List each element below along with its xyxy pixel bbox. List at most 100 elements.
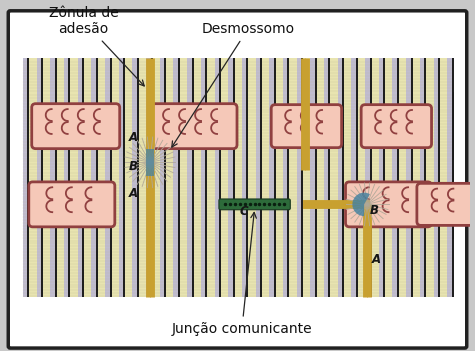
Bar bbox=[105, 58, 111, 297]
Bar bbox=[242, 58, 247, 297]
Bar bbox=[119, 58, 124, 297]
Bar bbox=[160, 58, 165, 297]
Text: A: A bbox=[129, 186, 138, 199]
Text: C: C bbox=[240, 205, 248, 218]
FancyBboxPatch shape bbox=[149, 104, 237, 148]
Bar bbox=[23, 58, 453, 297]
Bar bbox=[434, 170, 439, 239]
Text: Junção comunicante: Junção comunicante bbox=[171, 212, 312, 336]
Bar bbox=[420, 58, 425, 297]
Bar bbox=[23, 92, 453, 160]
Bar bbox=[146, 92, 152, 160]
Bar bbox=[119, 92, 124, 160]
Bar bbox=[406, 58, 412, 297]
FancyBboxPatch shape bbox=[219, 199, 290, 210]
Bar bbox=[187, 170, 193, 239]
Bar bbox=[420, 92, 425, 160]
Bar bbox=[324, 92, 330, 160]
Bar bbox=[310, 170, 316, 239]
Text: A: A bbox=[129, 131, 138, 144]
Bar bbox=[23, 92, 28, 160]
Bar bbox=[23, 170, 453, 239]
Bar bbox=[173, 58, 179, 297]
Bar bbox=[242, 92, 247, 160]
Bar bbox=[256, 92, 261, 160]
Bar bbox=[338, 58, 343, 297]
Bar bbox=[297, 58, 302, 297]
Bar bbox=[37, 58, 42, 297]
Bar bbox=[91, 170, 97, 239]
Bar bbox=[310, 58, 316, 297]
Bar bbox=[269, 92, 275, 160]
Bar bbox=[37, 170, 42, 239]
Bar bbox=[50, 58, 56, 297]
Bar bbox=[64, 170, 69, 239]
Bar bbox=[379, 92, 384, 160]
Text: Desmossomo: Desmossomo bbox=[172, 22, 294, 147]
Bar bbox=[50, 170, 56, 239]
Bar bbox=[215, 58, 220, 297]
Bar bbox=[447, 92, 453, 160]
Bar bbox=[297, 92, 302, 160]
Bar bbox=[283, 170, 288, 239]
Bar bbox=[434, 58, 439, 297]
Bar bbox=[119, 170, 124, 239]
Bar bbox=[23, 58, 28, 297]
Text: B: B bbox=[129, 160, 137, 173]
Bar bbox=[392, 58, 398, 297]
Bar bbox=[37, 92, 42, 160]
Text: A: A bbox=[372, 253, 381, 266]
Bar bbox=[105, 170, 111, 239]
Bar bbox=[160, 170, 165, 239]
Bar bbox=[338, 170, 343, 239]
Bar bbox=[201, 58, 206, 297]
Bar bbox=[324, 170, 330, 239]
Text: B: B bbox=[370, 204, 379, 217]
Bar bbox=[91, 58, 97, 297]
Bar bbox=[105, 92, 111, 160]
FancyBboxPatch shape bbox=[361, 105, 432, 148]
Bar bbox=[310, 92, 316, 160]
FancyBboxPatch shape bbox=[32, 104, 120, 148]
FancyBboxPatch shape bbox=[271, 105, 342, 148]
Bar bbox=[23, 170, 28, 239]
Bar bbox=[50, 92, 56, 160]
Bar bbox=[283, 92, 288, 160]
Bar bbox=[392, 170, 398, 239]
Bar bbox=[228, 92, 234, 160]
Bar bbox=[228, 170, 234, 239]
Bar bbox=[173, 170, 179, 239]
FancyBboxPatch shape bbox=[417, 183, 474, 225]
Bar bbox=[406, 170, 412, 239]
Bar bbox=[78, 58, 83, 297]
Bar bbox=[365, 170, 371, 239]
Bar bbox=[420, 170, 425, 239]
Bar bbox=[228, 58, 234, 297]
Bar bbox=[365, 92, 371, 160]
Text: Zônula de
adesão: Zônula de adesão bbox=[48, 6, 144, 86]
Bar bbox=[173, 92, 179, 160]
Bar bbox=[365, 58, 371, 297]
Bar bbox=[78, 92, 83, 160]
Bar bbox=[352, 170, 357, 239]
Bar bbox=[379, 170, 384, 239]
FancyBboxPatch shape bbox=[8, 11, 467, 348]
Bar bbox=[392, 92, 398, 160]
Bar bbox=[201, 92, 206, 160]
Bar bbox=[187, 92, 193, 160]
Bar bbox=[379, 58, 384, 297]
Bar bbox=[64, 92, 69, 160]
Bar bbox=[23, 92, 453, 160]
Bar bbox=[256, 58, 261, 297]
Bar bbox=[133, 170, 138, 239]
Bar bbox=[434, 92, 439, 160]
Bar bbox=[146, 58, 152, 297]
Bar bbox=[338, 92, 343, 160]
Bar bbox=[352, 92, 357, 160]
Bar bbox=[215, 170, 220, 239]
FancyBboxPatch shape bbox=[345, 182, 432, 227]
Bar bbox=[160, 92, 165, 160]
Bar bbox=[201, 170, 206, 239]
Bar bbox=[146, 170, 152, 239]
Wedge shape bbox=[352, 193, 370, 216]
